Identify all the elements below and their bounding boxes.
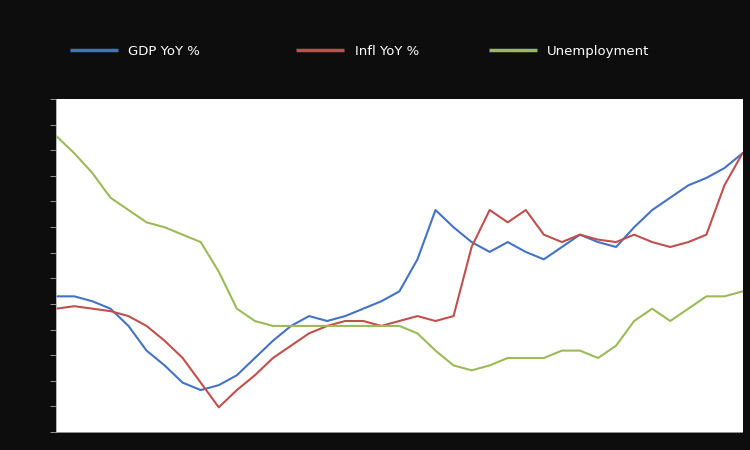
Text: Unemployment: Unemployment	[547, 45, 650, 58]
Text: Infl YoY %: Infl YoY %	[355, 45, 419, 58]
Text: GDP YoY %: GDP YoY %	[128, 45, 200, 58]
